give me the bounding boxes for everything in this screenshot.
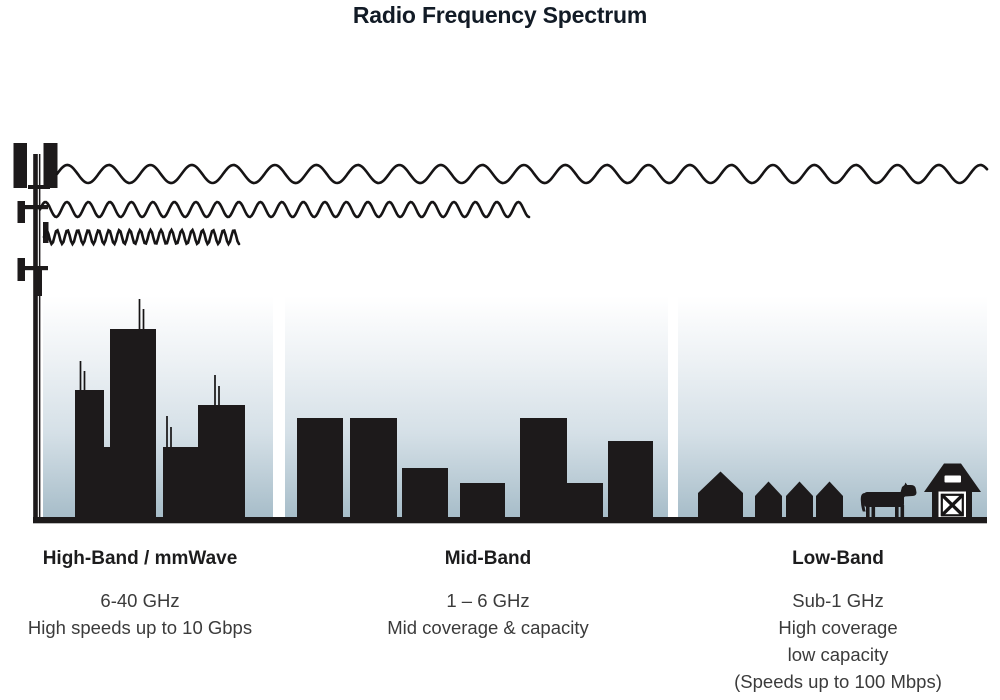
low-frequency-wave-icon <box>55 163 989 185</box>
house-icon <box>816 481 843 518</box>
suburb-houses <box>698 471 843 518</box>
low-band-frequency: Sub-1 GHz <box>792 590 884 611</box>
high-band-heading: High-Band / mmWave <box>42 548 238 569</box>
cow-icon <box>860 482 917 518</box>
mid-band-heading: Mid-Band <box>444 548 532 569</box>
radio-waves <box>38 163 989 247</box>
ground-line <box>33 517 987 524</box>
low-band-label-group: Low-Band Sub-1 GHz High coverage low cap… <box>688 548 988 695</box>
mid-band-description: Mid coverage & capacity <box>387 617 589 638</box>
mid-band-frequency: 1 – 6 GHz <box>446 590 530 611</box>
high-band-description: High speeds up to 10 Gbps <box>27 617 253 638</box>
page-title: Radio Frequency Spectrum <box>352 2 648 28</box>
rooftop-antenna-icon <box>79 299 220 447</box>
barn-icon <box>924 463 981 518</box>
house-icon <box>755 481 782 518</box>
barn-vent <box>944 475 961 483</box>
city-skyline <box>75 299 245 518</box>
mid-band-sky <box>285 296 668 517</box>
low-band-coverage: High coverage <box>778 617 898 638</box>
low-band-speed: (Speeds up to 100 Mbps) <box>734 671 942 692</box>
low-band-heading: Low-Band <box>792 548 884 569</box>
low-band-capacity: low capacity <box>787 644 889 665</box>
midrise-buildings <box>297 418 653 518</box>
high-band-label-group: High-Band / mmWave 6-40 GHz High speeds … <box>0 548 280 641</box>
barn-door <box>938 491 966 518</box>
spectrum-illustration <box>13 143 989 524</box>
house-icon <box>698 471 743 518</box>
mid-frequency-wave-icon <box>38 200 531 219</box>
cell-tower-icon <box>13 143 58 517</box>
high-frequency-wave-icon <box>42 227 241 247</box>
high-band-frequency: 6-40 GHz <box>100 590 180 611</box>
mid-band-label-group: Mid-Band 1 – 6 GHz Mid coverage & capaci… <box>338 548 638 641</box>
house-icon <box>786 481 813 518</box>
